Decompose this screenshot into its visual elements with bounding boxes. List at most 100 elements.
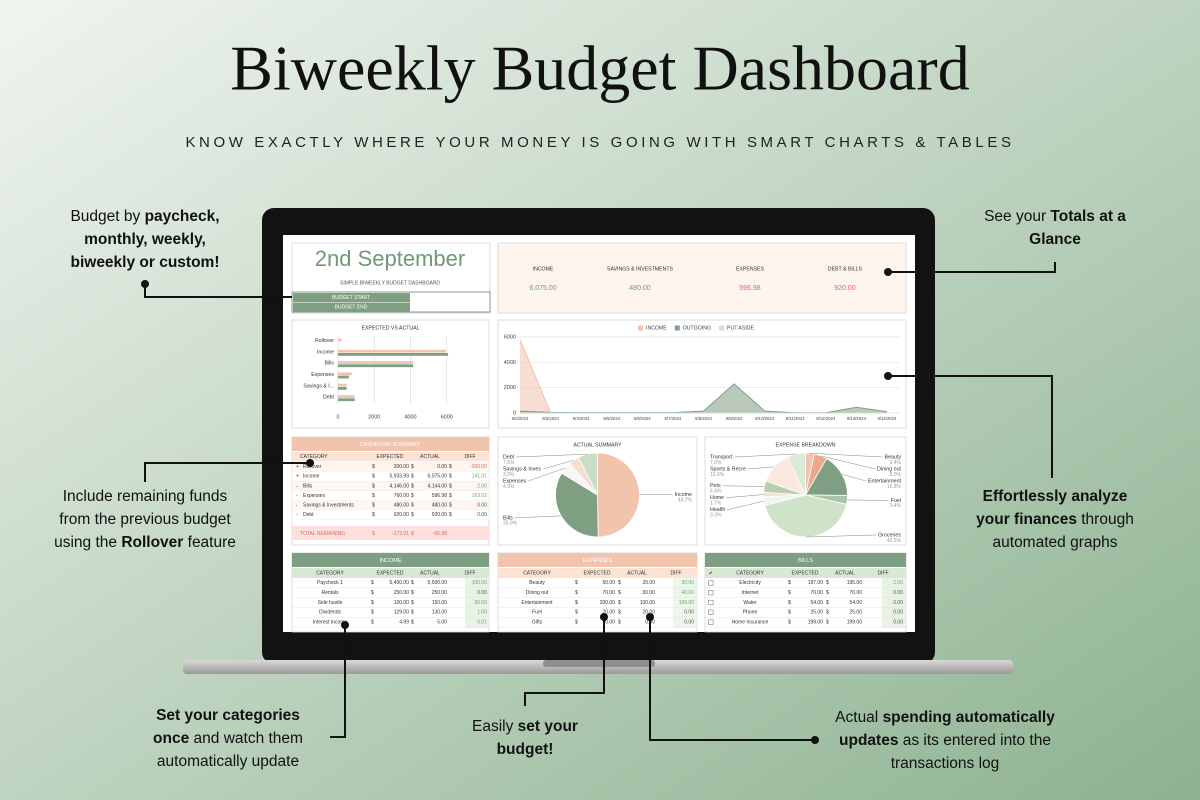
connector <box>524 617 605 706</box>
leader-line <box>841 474 867 482</box>
legend-label: INCOME <box>646 326 667 332</box>
laptop-notch <box>543 660 655 667</box>
column-header: ACTUAL <box>627 571 647 577</box>
leader-line <box>726 494 764 499</box>
leader-line <box>514 515 562 519</box>
legend-swatch <box>674 325 680 331</box>
bar <box>338 353 449 356</box>
dot <box>141 280 149 288</box>
currency: $ <box>411 590 414 596</box>
callout-line: your finances through <box>976 511 1134 528</box>
table-cell: Rollover <box>303 464 322 470</box>
budget-end-band <box>293 302 410 312</box>
legend-label: PUT ASIDE <box>727 326 755 332</box>
callout-line: from the previous budget <box>59 511 231 528</box>
callout-line: monthly, weekly, <box>84 231 206 248</box>
y-tick-label: 2000 <box>504 385 516 391</box>
leader-line <box>809 452 883 458</box>
currency: $ <box>788 610 791 616</box>
callout-text: Glance <box>1029 231 1081 248</box>
currency: $ <box>372 493 375 499</box>
table-cell: 5,500.00 <box>428 580 448 586</box>
table-cell: Savings & Investments <box>303 503 354 509</box>
leader-line <box>528 467 566 482</box>
pie-label: Groceries <box>878 532 901 538</box>
diff-column <box>465 578 489 628</box>
x-tick-label: 9/4/2024 <box>573 416 590 421</box>
table-cell: Side hustle <box>318 600 343 606</box>
pie-percent: 3.3% <box>710 513 722 519</box>
x-tick-label: 9/6/2024 <box>634 416 651 421</box>
dot <box>341 621 349 629</box>
table-cell: 0.00 <box>477 512 487 518</box>
callout-line: transactions log <box>891 755 1000 772</box>
table-cell: 100.00 <box>472 580 488 586</box>
callout-text: Include remaining funds <box>63 488 228 505</box>
total-label: SAVINGS & INVESTMENTS <box>607 266 673 272</box>
table-cell: Home Insurance <box>732 619 769 625</box>
callout-text: updates <box>839 732 898 749</box>
total-value: 596.98 <box>739 285 761 292</box>
table-cell: 20.00 <box>642 610 655 616</box>
budget-start-band <box>293 293 410 302</box>
checkbox <box>708 590 714 596</box>
table-cell: 6,075.00 <box>428 474 448 480</box>
table-cell: 197.00 <box>808 580 824 586</box>
panel <box>291 319 490 429</box>
table-cell: 100.00 <box>679 600 695 606</box>
currency: $ <box>372 474 375 480</box>
x-tick-label: 6000 <box>441 414 453 420</box>
total-cell: -172.01 <box>392 531 409 537</box>
column-header: CATEGORY <box>300 454 328 460</box>
currency: $ <box>826 590 829 596</box>
total-value: 6,075.00 <box>529 285 556 292</box>
total-cell: TOTAL REMAINING <box>300 531 345 537</box>
total-label: EXPENSES <box>736 266 765 272</box>
table-cell: 163.02 <box>472 493 488 499</box>
callout-text: automated graphs <box>993 534 1118 551</box>
table-cell: 250.00 <box>432 590 448 596</box>
table-cell: 4.99 <box>399 619 409 625</box>
table-cell: Phone <box>743 610 758 616</box>
column-header: CATEGORY <box>316 571 344 577</box>
budget-start: BUDGET START <box>332 295 370 301</box>
callout-line: Budget by paycheck, <box>70 208 219 225</box>
table-title-band <box>705 553 906 567</box>
column-header: DIFF <box>877 571 888 577</box>
currency: $ <box>411 483 414 489</box>
total-label: INCOME <box>533 266 554 272</box>
table-cell: 480.00 <box>394 503 410 509</box>
currency: $ <box>371 590 374 596</box>
x-tick-label: 9/3/2024 <box>542 416 559 421</box>
table-cell: Water <box>743 600 756 606</box>
checkbox <box>708 609 714 615</box>
table-cell: - <box>296 512 298 518</box>
table-cell: 70.00 <box>602 590 615 596</box>
leader-line <box>516 453 588 458</box>
callout-text: Rollover <box>121 534 183 551</box>
bar <box>338 364 414 368</box>
currency: $ <box>372 531 375 537</box>
currency: $ <box>618 580 621 586</box>
leader-line <box>820 455 876 470</box>
leader-line <box>747 466 775 470</box>
panel <box>497 242 907 314</box>
table-row <box>291 509 490 520</box>
table-cell: 0.00 <box>477 503 487 509</box>
table-cell: 920.00 <box>432 512 448 518</box>
x-tick-label: 9/7/2024 <box>665 416 682 421</box>
callout-text: Easily <box>472 718 518 735</box>
x-tick-label: 9/14/2024 <box>877 416 897 421</box>
table-cell: 20.00 <box>642 580 655 586</box>
y-tick-label: 6000 <box>504 334 516 340</box>
pie-label: Home <box>710 495 724 501</box>
column-header: ACTUAL <box>835 571 855 577</box>
table-cell: 1.00 <box>477 610 487 616</box>
table-cell: - <box>296 493 298 499</box>
table-cell: - <box>296 483 298 489</box>
dashboard-date: 2nd September <box>315 246 465 271</box>
table-title: BILLS <box>798 558 813 564</box>
callout-line: budget! <box>497 741 554 758</box>
connector <box>330 625 346 738</box>
column-header: DIFF <box>464 571 475 577</box>
